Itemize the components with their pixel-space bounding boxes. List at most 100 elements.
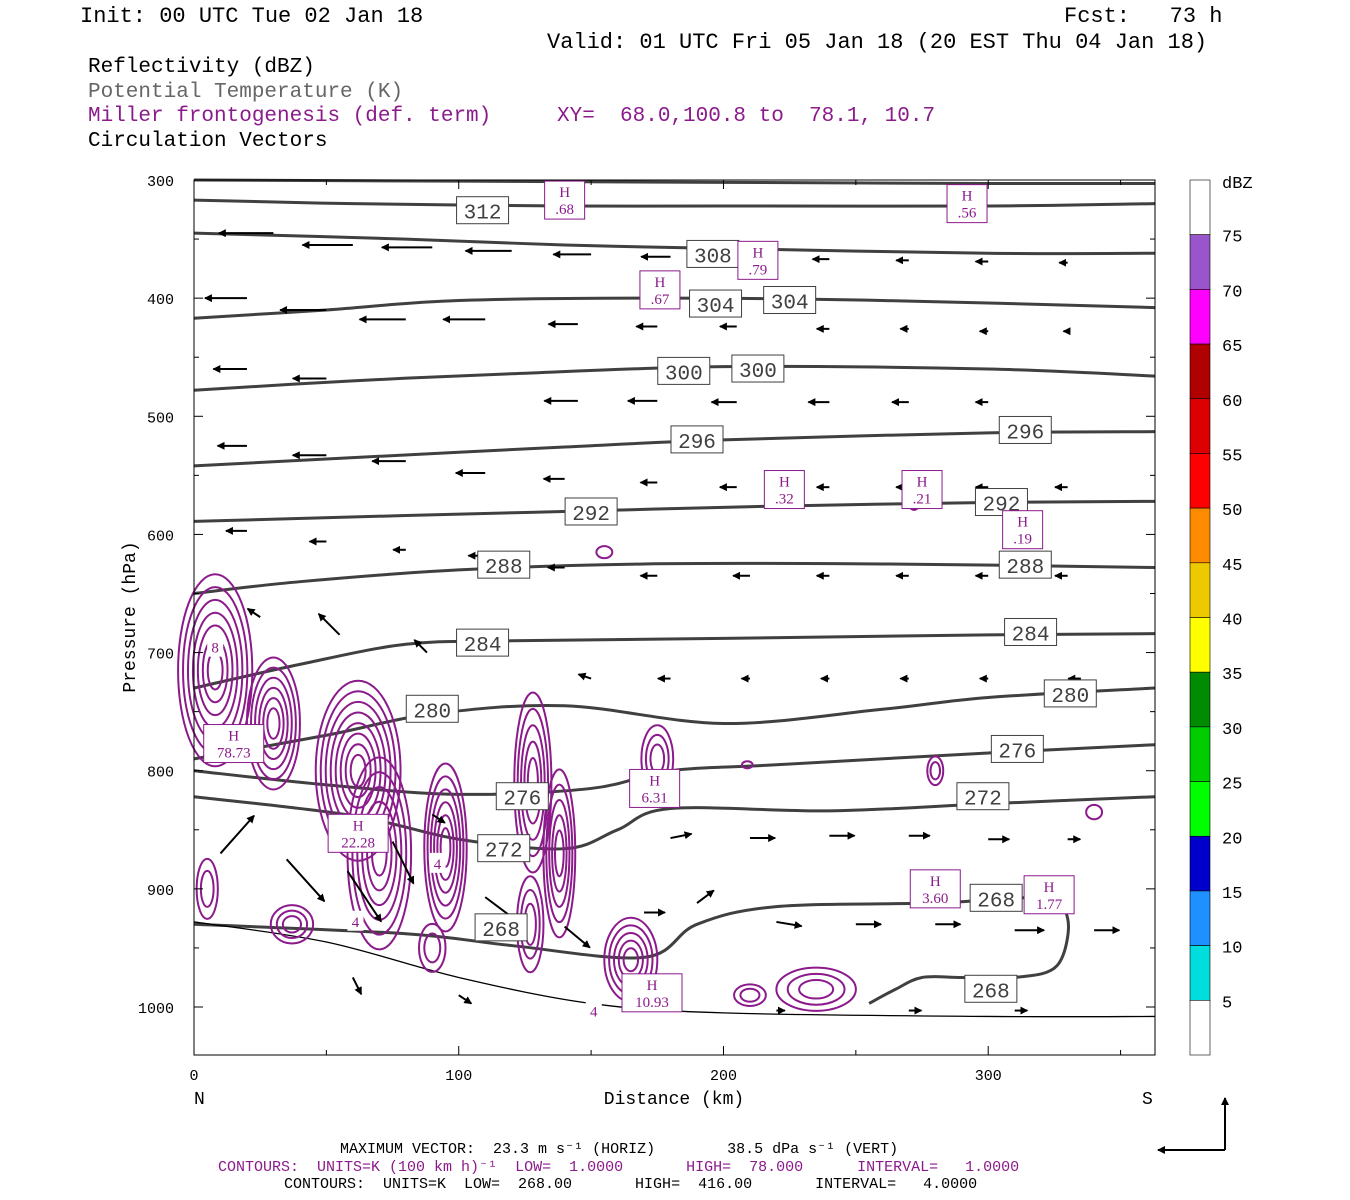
frontogenesis-max-h: H bbox=[1044, 880, 1055, 896]
frontogenesis-contour bbox=[262, 697, 285, 750]
frontogenesis-max-box bbox=[909, 869, 961, 909]
colorbar-label: 75 bbox=[1222, 229, 1242, 248]
theta-label-box bbox=[670, 425, 724, 454]
circulation-vector bbox=[431, 813, 446, 824]
colorbar-segment bbox=[1189, 453, 1211, 509]
frontogenesis-max-h: H bbox=[649, 773, 660, 789]
theta-label-box bbox=[477, 550, 531, 579]
theta-label-268: 268 bbox=[977, 890, 1015, 913]
frontogenesis-contour-label-bg bbox=[347, 910, 364, 931]
frontogenesis-max-value: .67 bbox=[651, 292, 670, 308]
circulation-vector bbox=[413, 639, 428, 654]
theta-label-box bbox=[657, 356, 711, 385]
theta-label-box bbox=[495, 782, 549, 811]
theta-label-276: 276 bbox=[503, 789, 541, 812]
frontogenesis-contour bbox=[361, 800, 398, 907]
frontogenesis-max-h: H bbox=[962, 189, 973, 205]
frontogenesis-max-value: 3.60 bbox=[922, 891, 948, 907]
frontogenesis-contour bbox=[269, 904, 315, 945]
theta-label-box bbox=[990, 734, 1044, 763]
circulation-vector bbox=[696, 889, 715, 904]
theta-label-box bbox=[964, 974, 1018, 1003]
theta-label-box bbox=[1043, 679, 1097, 708]
frontogenesis-max-box bbox=[621, 973, 683, 1013]
theta-label-box bbox=[686, 239, 740, 268]
frontogenesis-contour bbox=[741, 760, 754, 770]
x-tick-label: 0 bbox=[189, 1068, 198, 1085]
colorbar-segment bbox=[1189, 726, 1211, 782]
frontogenesis-contour bbox=[554, 829, 565, 878]
frontogenesis-max-value: 1.77 bbox=[1036, 897, 1063, 913]
colorbar-label: 5 bbox=[1222, 994, 1232, 1013]
x-tick-label: 300 bbox=[975, 1068, 1002, 1085]
y-tick-label: 700 bbox=[147, 647, 174, 664]
forecast-hour: Fcst: 73 h bbox=[1064, 4, 1223, 29]
frontogenesis-contour bbox=[186, 598, 244, 742]
frontogenesis-max-value: .19 bbox=[1013, 532, 1032, 548]
circulation-vector bbox=[577, 672, 592, 681]
frontogenesis-contour bbox=[926, 755, 945, 787]
theta-label-box bbox=[956, 782, 1010, 811]
frontogenesis-contour bbox=[249, 666, 297, 781]
colorbar-segment bbox=[1189, 234, 1211, 290]
theta-label-276: 276 bbox=[998, 741, 1036, 764]
frontogenesis-contour bbox=[349, 753, 367, 788]
frontogenesis-contour bbox=[433, 801, 458, 894]
frontogenesis-contour bbox=[622, 947, 640, 973]
theta-label-272: 272 bbox=[485, 841, 523, 864]
theta-label-312: 312 bbox=[464, 203, 502, 226]
frontogenesis-max-box bbox=[946, 184, 988, 224]
theta-label-box bbox=[998, 415, 1052, 444]
theta-label-280: 280 bbox=[1051, 686, 1089, 709]
frontogenesis-max-box bbox=[763, 470, 805, 510]
frontogenesis-contour bbox=[258, 686, 289, 760]
frontogenesis-contour-label-bg bbox=[429, 852, 446, 873]
colorbar-title: dBZ bbox=[1222, 175, 1253, 194]
frontogenesis-contour bbox=[929, 761, 942, 781]
theta-label-box bbox=[763, 286, 817, 315]
north-end-label: N bbox=[194, 1090, 205, 1110]
frontogenesis-contour bbox=[739, 987, 761, 1003]
x-tick-label: 100 bbox=[445, 1068, 472, 1085]
circulation-vector bbox=[776, 920, 803, 929]
theta-label-304: 304 bbox=[771, 293, 809, 316]
frontogenesis-contour bbox=[275, 909, 309, 940]
field-circulation-vectors: Circulation Vectors bbox=[88, 130, 328, 153]
theta-contour-300 bbox=[193, 364, 1156, 392]
theta-label-268: 268 bbox=[482, 920, 520, 943]
frontogenesis-max-value: 22.28 bbox=[341, 835, 375, 851]
frontogenesis-max-h: H bbox=[353, 818, 364, 834]
circulation-vector bbox=[563, 925, 591, 949]
frontogenesis-max-box bbox=[203, 724, 265, 764]
frontogenesis-contour bbox=[423, 762, 468, 933]
frontogenesis-max-h: H bbox=[917, 475, 928, 491]
frontogenesis-max-h: H bbox=[228, 729, 239, 745]
theta-label-296: 296 bbox=[678, 432, 716, 455]
frontogenesis-max-box bbox=[901, 470, 943, 510]
theta-label-308: 308 bbox=[694, 246, 732, 269]
frontogenesis-max-h: H bbox=[559, 185, 570, 201]
frontogenesis-contour bbox=[191, 611, 239, 729]
frontogenesis-contour bbox=[548, 798, 571, 908]
frontogenesis-contour bbox=[542, 768, 577, 939]
x-axis-label: Distance (km) bbox=[604, 1090, 744, 1110]
frontogenesis-max-box bbox=[1023, 875, 1075, 915]
colorbar-segment bbox=[1189, 343, 1211, 400]
frontogenesis-contour bbox=[1085, 803, 1104, 821]
frontogenesis-max-h: H bbox=[647, 978, 658, 994]
colorbar-label: 45 bbox=[1222, 557, 1242, 576]
colorbar-label: 20 bbox=[1222, 830, 1242, 849]
theta-label-box bbox=[477, 834, 531, 863]
colorbar-label: 10 bbox=[1222, 940, 1242, 959]
valid-time: Valid: 01 UTC Fri 05 Jan 18 (20 EST Thu … bbox=[547, 30, 1208, 55]
circulation-vector bbox=[391, 841, 415, 885]
frontogenesis-max-h: H bbox=[1017, 515, 1028, 531]
theta-label-box bbox=[998, 550, 1052, 579]
circulation-vector bbox=[346, 870, 382, 923]
frontogenesis-contour-label: 4 bbox=[352, 915, 360, 931]
theta-contour-308 bbox=[193, 231, 1156, 256]
theta-label-296: 296 bbox=[1006, 422, 1044, 445]
theta-contour-296 bbox=[193, 430, 1156, 468]
frontogenesis-max-value: 10.93 bbox=[635, 995, 669, 1011]
